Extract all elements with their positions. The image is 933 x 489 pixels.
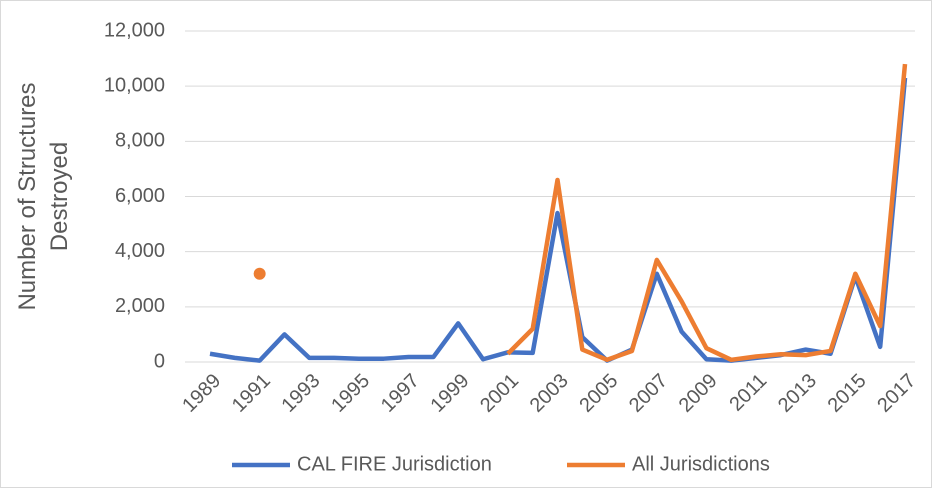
- legend-label: CAL FIRE Jurisdiction: [297, 453, 492, 475]
- y-tick-label: 8,000: [115, 130, 165, 152]
- y-tick-label: 10,000: [104, 74, 165, 96]
- y-tick-label: 4,000: [115, 240, 165, 262]
- y-tick-label: 6,000: [115, 185, 165, 207]
- y-axis-title-line: Destroyed: [46, 142, 73, 251]
- y-axis-title: Number of Structures Destroyed: [14, 82, 73, 310]
- legend-label: All Jurisdictions: [632, 453, 770, 475]
- data-point: [253, 267, 266, 280]
- y-tick-label: 12,000: [104, 19, 165, 41]
- y-axis-title-line: Number of Structures: [14, 82, 41, 310]
- series-line: [506, 63, 908, 363]
- y-tick-label: 2,000: [115, 295, 165, 317]
- y-tick-label: 0: [154, 350, 165, 372]
